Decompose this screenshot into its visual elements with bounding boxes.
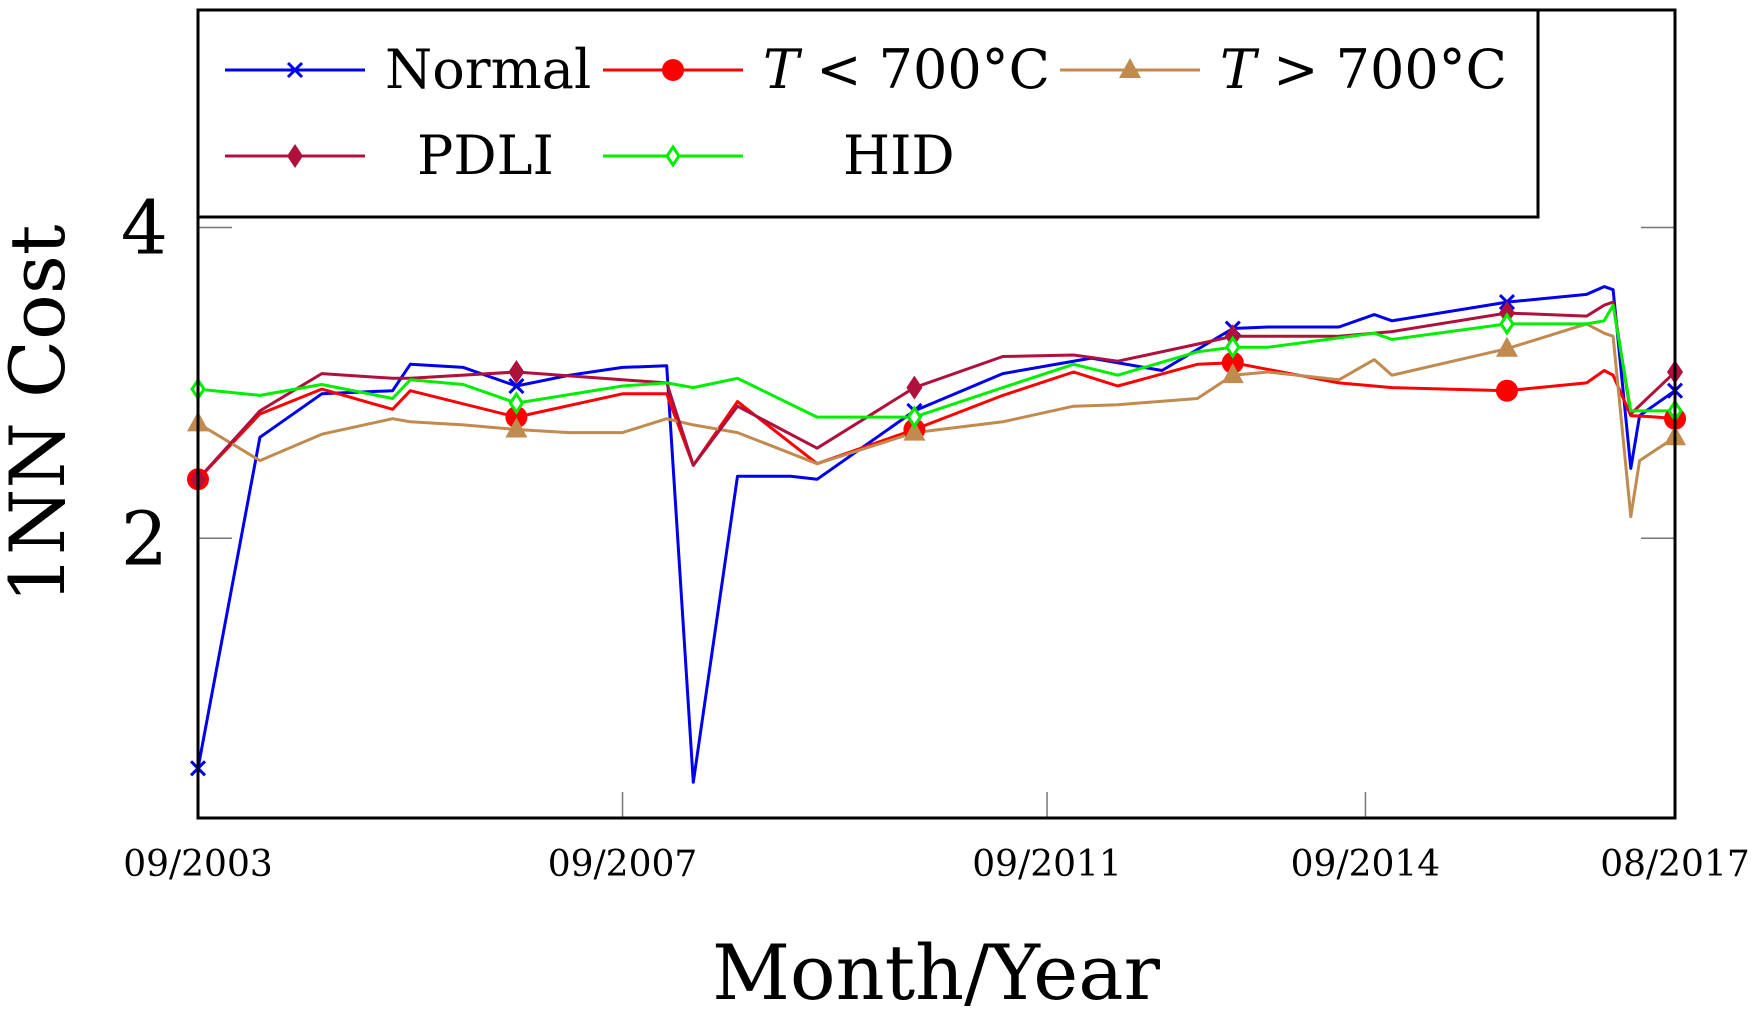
series-line-hid [197, 303, 1675, 419]
legend-label-normal: Normal [385, 38, 591, 101]
data-point-t-700-c-1 [505, 406, 528, 429]
data-point-t-700-c-4 [1495, 379, 1518, 402]
y-tick-label-0: 2 [121, 496, 168, 582]
y-tick-labels: 24 [121, 186, 168, 583]
legend-entry-t-700-c: T > 700°C [1060, 38, 1507, 101]
data-point-pdli-1 [508, 360, 525, 385]
legend-entry-t-700-c: T < 700°C [603, 38, 1050, 101]
x-tick-label-3: 09/2014 [1291, 844, 1441, 885]
data-point-hid-2 [906, 405, 923, 429]
data-point-normal-1 [508, 377, 525, 395]
data-point-hid-3 [1224, 335, 1241, 359]
legend-label-hid: HID [843, 124, 955, 187]
legend-label-t-700-c: T > 700°C [1220, 38, 1507, 101]
data-point-hid-1 [508, 391, 525, 415]
legend-marker-hid [665, 144, 681, 168]
series-lines [196, 285, 1677, 784]
x-tick-label-1: 09/2007 [548, 844, 698, 885]
data-point-t-700-c-3 [1221, 351, 1244, 374]
series-line-t-700-c [197, 322, 1676, 519]
legend-label-pdli: PDLI [417, 124, 554, 187]
legend-box [196, 8, 1540, 219]
x-tick-label-0: 09/2003 [123, 844, 273, 885]
data-point-pdli-2 [906, 375, 923, 400]
y-tick-label-1: 4 [121, 186, 168, 272]
legend-entry-hid: HID [603, 124, 955, 187]
series-line-t-700-c [196, 361, 1676, 481]
x-axis-title: Month/Year [712, 928, 1160, 1017]
data-point-hid-4 [1499, 312, 1515, 336]
data-point-t-700-c-1 [505, 417, 528, 438]
data-point-t-700-c-3 [1221, 363, 1244, 384]
legend-marker-pdli [287, 144, 303, 168]
legend-entry-pdli: PDLI [225, 124, 554, 187]
legend: Normal T < 700°C T > 700°C PDLI HID [196, 8, 1540, 219]
data-point-t-700-c-2 [903, 420, 926, 441]
x-tick-label-2: 09/2011 [972, 844, 1122, 885]
x-tick-labels: 09/2003 09/2007 09/2011 09/2014 08/2017 [123, 844, 1750, 885]
series-markers [187, 294, 1686, 777]
y-axis-title: 1NN Cost [0, 225, 82, 604]
legend-entry-normal: Normal [225, 38, 591, 101]
legend-marker-t-700-c [1119, 58, 1141, 78]
legend-label-t-700-c: T < 700°C [763, 38, 1050, 101]
legend-marker-normal [286, 61, 304, 79]
x-tick-label-4: 08/2017 [1600, 844, 1750, 885]
series-line-normal [196, 285, 1676, 784]
legend-marker-t-700-c [662, 59, 684, 81]
data-point-t-700-c-4 [1495, 336, 1518, 357]
